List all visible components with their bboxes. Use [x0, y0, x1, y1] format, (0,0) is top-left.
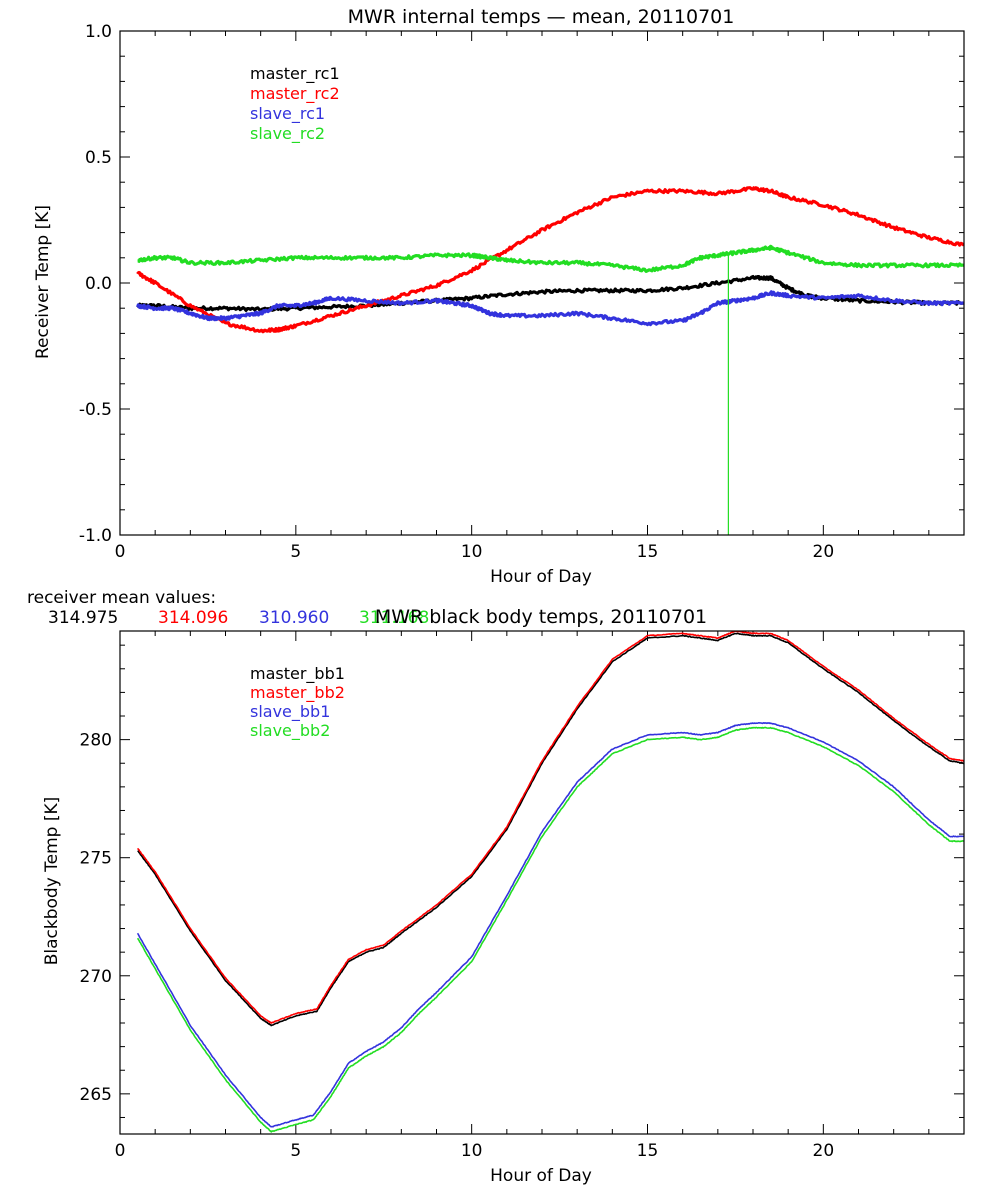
series-line-slave-rc2: [136, 244, 964, 273]
y-tick-label: 1.0: [85, 22, 112, 42]
x-tick-label: 20: [813, 542, 835, 562]
plot-frame: [119, 630, 965, 1135]
x-tick-label: 10: [461, 1141, 483, 1161]
y-tick-label: -1.0: [79, 526, 112, 546]
legend-entry: slave_bb2: [250, 721, 330, 741]
chart-title: MWR internal temps — mean, 20110701: [348, 6, 735, 28]
series-layer: [136, 631, 964, 1133]
y-tick-label: 275: [80, 849, 112, 869]
mean-values-row: 314.975 314.096 310.960 311.168: [48, 608, 429, 628]
legend-entry: master_bb1: [250, 664, 345, 684]
mean-values-label: receiver mean values:: [27, 588, 216, 608]
receiver-temp-chart: MWR internal temps — mean, 20110701 Hour…: [33, 6, 965, 587]
plot-frame: [119, 30, 965, 536]
y-axis-label: Receiver Temp [K]: [33, 205, 53, 359]
legend-entry: master_rc1: [250, 64, 340, 84]
y-tick-label: 270: [80, 967, 112, 987]
legend-entry: master_rc2: [250, 84, 340, 104]
series-line-master-bb2: [136, 631, 964, 1024]
legend-entry: slave_rc2: [250, 124, 325, 144]
series-line-master-rc2: [136, 186, 964, 334]
y-tick-label: 0.0: [85, 274, 112, 294]
x-tick-label: 5: [290, 1141, 301, 1161]
mean-value: 310.960: [259, 608, 329, 628]
blackbody-temp-chart: MWR black body temps, 20110701 Hour of D…: [42, 606, 965, 1186]
y-tick-label: 0.5: [85, 148, 112, 168]
tick-layer: 0 5 10 15 20 1.0 0.5 0.0 -0.5 -1.0: [79, 22, 965, 562]
x-tick-label: 20: [813, 1141, 835, 1161]
series-line-slave-bb1: [136, 721, 964, 1128]
mean-value: 314.975: [48, 608, 118, 628]
y-tick-label: 265: [80, 1085, 112, 1105]
series-line-slave-rc1: [136, 290, 964, 327]
mean-value: 311.168: [359, 608, 429, 628]
x-tick-label: 10: [461, 542, 483, 562]
y-tick-label: 280: [80, 731, 112, 751]
tick-layer: 0 5 10 15 20 265 270 275 280: [80, 631, 965, 1161]
y-axis-label: Blackbody Temp [K]: [42, 797, 62, 966]
x-tick-label: 15: [637, 1141, 659, 1161]
x-axis-label: Hour of Day: [490, 1166, 592, 1186]
legend-entry: master_bb2: [250, 683, 345, 703]
series-line-slave-bb2: [136, 726, 964, 1133]
series-line-master-rc1: [136, 274, 964, 312]
x-tick-label: 15: [637, 542, 659, 562]
x-axis-label: Hour of Day: [490, 567, 592, 587]
x-tick-label: 0: [115, 1141, 126, 1161]
chart-title: MWR black body temps, 20110701: [375, 606, 707, 628]
legend-entry: slave_rc1: [250, 104, 325, 124]
series-layer: [136, 186, 964, 535]
legend-entry: slave_bb1: [250, 702, 330, 722]
x-tick-label: 0: [115, 542, 126, 562]
mean-value: 314.096: [158, 608, 228, 628]
x-tick-label: 5: [290, 542, 301, 562]
series-line-master-bb1: [137, 632, 964, 1027]
y-tick-label: -0.5: [79, 400, 112, 420]
